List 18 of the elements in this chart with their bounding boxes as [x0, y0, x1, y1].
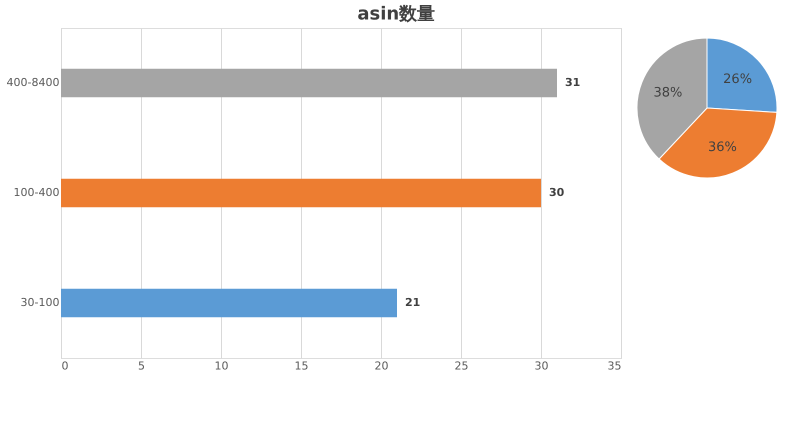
x-tick-label: 15 [294, 360, 308, 372]
y-tick-label: 400-8400 [6, 76, 60, 89]
x-tick-label: 25 [454, 360, 468, 372]
x-tick-label: 0 [62, 360, 68, 372]
x-tick-label: 35 [608, 360, 622, 372]
y-tick-label: 100-400 [14, 186, 60, 199]
data-label: 30 [549, 186, 565, 199]
x-tick-label: 5 [138, 360, 145, 372]
x-tick-label: 10 [214, 360, 228, 372]
data-label: 26% [723, 72, 752, 88]
y-tick-label: 30-100 [20, 296, 60, 309]
data-label: 38% [653, 86, 682, 101]
data-label: 21 [405, 296, 420, 309]
x-tick-label: 20 [374, 360, 388, 372]
x-tick-label: 30 [534, 360, 548, 372]
data-label: 36% [708, 140, 737, 156]
data-label: 31 [565, 76, 580, 89]
chart-title: asin数量 [357, 4, 436, 24]
